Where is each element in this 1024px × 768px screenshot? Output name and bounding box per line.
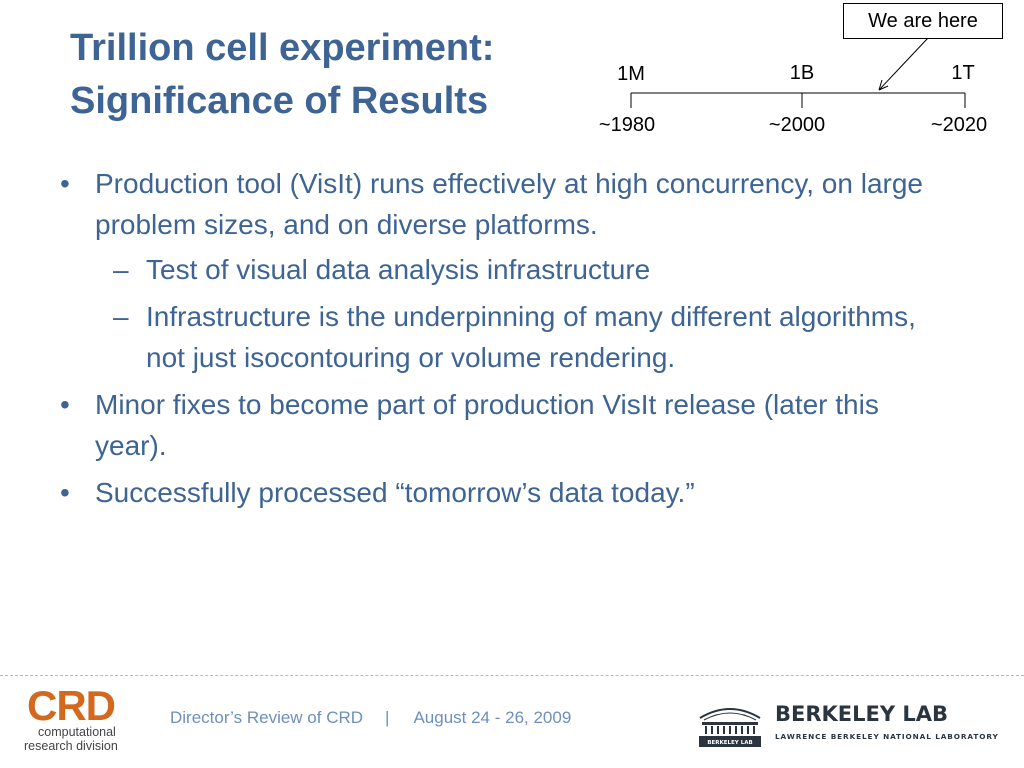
bullet-mark: • [60, 168, 70, 199]
crd-logo-line-1: computational [38, 725, 116, 739]
bullet-item: • Successfully processed “tomorrow’s dat… [58, 472, 958, 513]
sub-bullet-list: – Test of visual data analysis infrastru… [95, 249, 958, 378]
crd-wordmark: CRD [27, 682, 116, 729]
callout-arrow-line [878, 37, 929, 91]
bullet-mark: • [60, 389, 70, 420]
sub-bullet-item: – Infrastructure is the underpinning of … [95, 296, 958, 378]
berkeley-lab-name: BERKELEY LAB [775, 702, 949, 726]
sub-bullet-mark: – [113, 301, 129, 332]
footer-event: Director’s Review of CRD [170, 708, 364, 727]
footer-caption: Director’s Review of CRD | August 24 - 26,… [170, 708, 571, 728]
bullet-mark: • [60, 477, 70, 508]
bullet-text: Minor fixes to become part of production… [95, 389, 879, 461]
sub-bullet-item: – Test of visual data analysis infrastru… [95, 249, 958, 290]
timeline-year-label-2020: ~2020 [931, 114, 987, 136]
timeline-year-label-1980: ~1980 [599, 114, 655, 136]
slide-title: Trillion cell experiment: Significance o… [70, 22, 494, 128]
berkeley-lab-tagline: LAWRENCE BERKELEY NATIONAL LABORATORY [775, 732, 999, 741]
we-are-here-callout: We are here [843, 3, 1003, 39]
bullet-text: Successfully processed “tomorrow’s data … [95, 477, 695, 508]
title-line-2: Significance of Results [70, 80, 489, 122]
berkeley-lab-plate: BERKELEY LAB [707, 740, 752, 746]
timeline-size-label-1b: 1B [790, 62, 814, 84]
bullet-item: • Minor fixes to become part of producti… [58, 384, 958, 466]
footer-dates: August 24 - 26, 2009 [413, 708, 572, 727]
footer-divider [0, 675, 1024, 676]
sub-bullet-text: Infrastructure is the underpinning of ma… [146, 301, 916, 373]
sub-bullet-mark: – [113, 254, 129, 285]
title-line-1: Trillion cell experiment: [70, 27, 495, 69]
bullet-text: Production tool (VisIt) runs effectively… [95, 168, 923, 240]
bullet-item: • Production tool (VisIt) runs effective… [58, 163, 958, 378]
footer-separator: | [385, 708, 390, 727]
sub-bullet-text: Test of visual data analysis infrastruct… [146, 254, 651, 285]
crd-logo-line-2: research division [24, 739, 118, 753]
crd-logo: CRD computational research division [24, 682, 134, 758]
timeline-year-label-2000: ~2000 [769, 114, 825, 136]
bullet-list: • Production tool (VisIt) runs effective… [58, 163, 958, 519]
callout-arrow-head [878, 79, 889, 91]
timeline-size-label-1m: 1M [617, 63, 645, 85]
berkeley-lab-logo: BERKELEY LAB BERKELEY LAB LAWRENCE BERKE… [696, 700, 1006, 750]
timeline-size-label-1t: 1T [951, 62, 974, 84]
berkeley-lab-building-icon: BERKELEY LAB [699, 708, 761, 747]
